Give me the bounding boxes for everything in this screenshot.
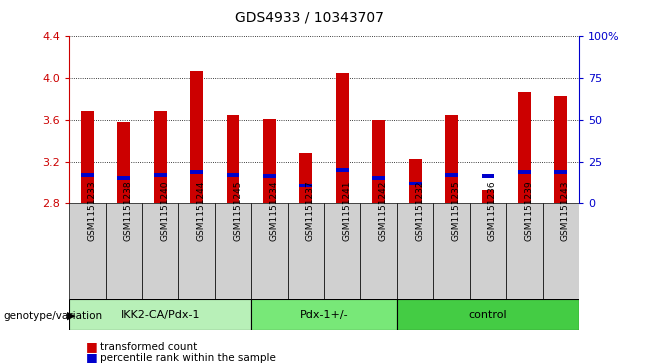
Bar [518, 170, 531, 174]
Text: ▶: ▶ [67, 311, 76, 321]
Bar [117, 122, 130, 203]
Text: transformed count: transformed count [100, 342, 197, 352]
Text: GSM1151243: GSM1151243 [561, 181, 570, 241]
Bar [409, 159, 422, 203]
Text: GSM1151240: GSM1151240 [160, 181, 169, 241]
Bar [372, 120, 385, 203]
Bar [81, 111, 93, 203]
Text: ■: ■ [86, 340, 97, 353]
Bar [142, 203, 178, 299]
Bar [81, 173, 93, 177]
Bar [190, 170, 203, 174]
Text: GSM1151245: GSM1151245 [233, 181, 242, 241]
Bar [226, 173, 240, 177]
Bar [251, 203, 288, 299]
Bar [263, 174, 276, 178]
Text: GSM1151244: GSM1151244 [197, 181, 205, 241]
Text: IKK2-CA/Pdx-1: IKK2-CA/Pdx-1 [120, 310, 200, 320]
Bar [409, 182, 422, 185]
Bar [434, 203, 470, 299]
Bar [288, 203, 324, 299]
Bar [445, 173, 458, 177]
Bar [154, 111, 166, 203]
Bar [251, 299, 397, 330]
Bar [482, 190, 494, 203]
Bar [372, 176, 385, 180]
Bar [336, 73, 349, 203]
Bar [336, 168, 349, 172]
Bar [361, 203, 397, 299]
Text: GSM1151234: GSM1151234 [269, 181, 278, 241]
Bar [555, 96, 567, 203]
Bar [518, 91, 531, 203]
Text: GSM1151235: GSM1151235 [451, 181, 461, 241]
Bar [324, 203, 361, 299]
Text: genotype/variation: genotype/variation [3, 311, 103, 321]
Bar [154, 173, 166, 177]
Bar [178, 203, 215, 299]
Bar [397, 299, 579, 330]
Bar [117, 176, 130, 180]
Text: percentile rank within the sample: percentile rank within the sample [100, 352, 276, 363]
Bar [105, 203, 142, 299]
Bar [543, 203, 579, 299]
Bar [397, 203, 434, 299]
Text: GSM1151237: GSM1151237 [306, 181, 315, 241]
Text: GSM1151241: GSM1151241 [342, 181, 351, 241]
Bar [69, 299, 251, 330]
Bar [470, 203, 506, 299]
Bar [215, 203, 251, 299]
Text: GSM1151232: GSM1151232 [415, 181, 424, 241]
Text: GSM1151233: GSM1151233 [88, 181, 96, 241]
Text: control: control [468, 310, 507, 320]
Bar [482, 174, 494, 178]
Bar [445, 115, 458, 203]
Text: ■: ■ [86, 351, 97, 363]
Bar [263, 119, 276, 203]
Text: GSM1151236: GSM1151236 [488, 181, 497, 241]
Bar [226, 115, 240, 203]
Text: GSM1151239: GSM1151239 [524, 181, 534, 241]
Bar [69, 203, 105, 299]
Bar [555, 170, 567, 174]
Text: GDS4933 / 10343707: GDS4933 / 10343707 [235, 11, 384, 25]
Text: Pdx-1+/-: Pdx-1+/- [300, 310, 348, 320]
Text: GSM1151242: GSM1151242 [379, 181, 388, 241]
Bar [299, 153, 313, 203]
Bar [506, 203, 543, 299]
Bar [190, 71, 203, 203]
Text: GSM1151238: GSM1151238 [124, 181, 133, 241]
Bar [299, 184, 313, 187]
